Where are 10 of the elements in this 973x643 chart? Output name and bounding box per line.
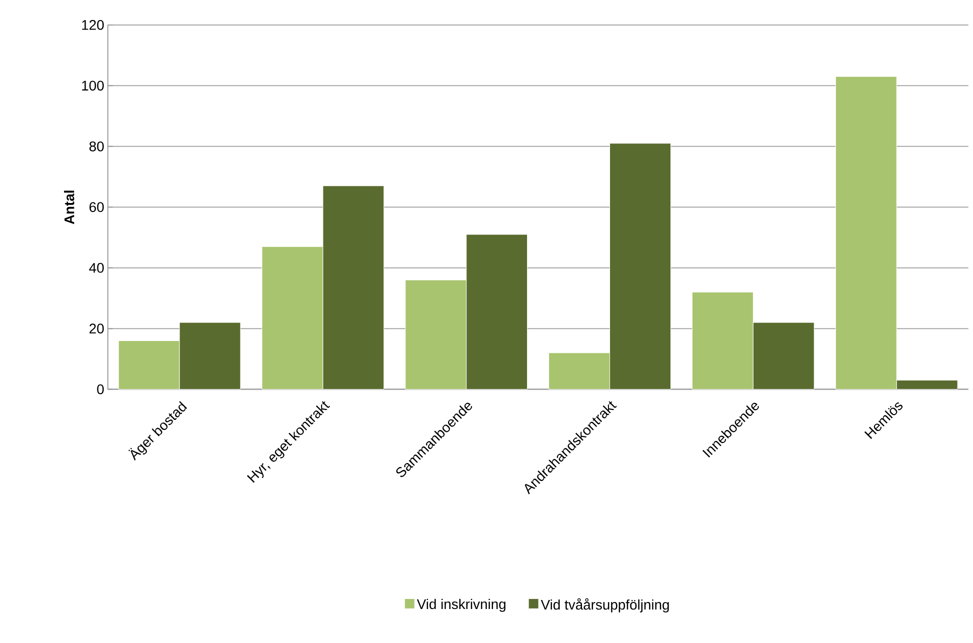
legend-label: Vid inskrivning bbox=[416, 598, 506, 612]
y-tick-label: 100 bbox=[82, 80, 104, 91]
y-tick-label: 80 bbox=[89, 142, 104, 152]
y-tick-label: 40 bbox=[89, 262, 104, 273]
y-tick-label: 20 bbox=[90, 324, 104, 334]
y-axis-title: Antal bbox=[64, 190, 74, 224]
y-tick-label: 60 bbox=[90, 202, 104, 212]
y-tick-label: 120 bbox=[82, 20, 104, 30]
y-tick-label: 0 bbox=[97, 384, 104, 394]
legend-label: Vid tvåårsuppföljning bbox=[540, 598, 669, 612]
